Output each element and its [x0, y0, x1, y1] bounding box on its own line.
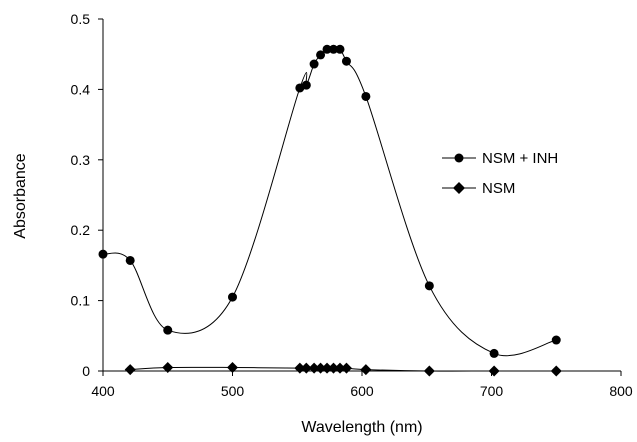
series-nsm-inh	[98, 44, 561, 358]
data-point-nsm-inh	[424, 281, 434, 291]
data-point-nsm	[308, 362, 320, 374]
y-tick-label: 0.3	[71, 152, 91, 168]
data-point-nsm	[300, 362, 312, 374]
y-tick-label: 0	[82, 363, 90, 379]
data-point-nsm	[423, 365, 435, 377]
data-point-nsm	[321, 362, 333, 374]
data-point-nsm	[360, 364, 372, 376]
data-point-nsm	[227, 361, 238, 373]
data-point-nsm	[334, 362, 346, 374]
x-tick-label: 400	[91, 383, 115, 399]
legend-label-nsm-inh: NSM + INH	[482, 150, 558, 167]
data-point-nsm	[340, 362, 352, 374]
data-point-nsm	[550, 365, 562, 377]
x-tick-label: 600	[350, 383, 374, 399]
data-point-nsm	[294, 362, 306, 374]
axes	[102, 19, 621, 372]
data-point-nsm-inh	[551, 335, 561, 345]
data-point-nsm-inh	[98, 249, 108, 259]
data-point-nsm	[162, 361, 174, 373]
data-point-nsm	[315, 362, 327, 374]
y-tick-label: 0.2	[71, 222, 91, 238]
data-point-nsm-inh	[301, 80, 311, 90]
x-axis-title: Wavelength (nm)	[301, 419, 422, 436]
series-line-nsm-inh	[102, 47, 557, 357]
y-axis-ticks: 0 0.1 0.2 0.3 0.4 0.5	[71, 11, 103, 379]
data-point-nsm-inh	[335, 44, 345, 54]
x-tick-label: 500	[221, 383, 245, 399]
data-point-nsm	[488, 365, 500, 377]
data-point-nsm-inh	[361, 91, 371, 101]
series-layer	[98, 44, 562, 377]
data-point-nsm-inh	[322, 44, 332, 54]
data-point-nsm	[328, 362, 340, 374]
data-point-nsm-inh	[329, 44, 339, 54]
y-tick-label: 0.5	[71, 11, 91, 27]
data-point-nsm	[124, 364, 136, 376]
data-point-nsm-inh	[341, 56, 351, 66]
x-tick-label: 700	[480, 383, 504, 399]
legend-item-nsm-inh: NSM + INH	[442, 150, 558, 167]
legend-marker-nsm-inh	[454, 153, 464, 163]
legend-item-nsm: NSM	[442, 180, 515, 197]
y-tick-label: 0.1	[71, 293, 91, 309]
x-axis-ticks: 400 500 600 700 800	[91, 371, 633, 399]
legend-marker-nsm	[453, 182, 465, 194]
data-point-nsm-inh	[489, 348, 499, 358]
data-point-nsm-inh	[309, 59, 319, 69]
x-tick-label: 800	[609, 383, 633, 399]
data-point-nsm-inh	[125, 255, 135, 265]
data-point-nsm-inh	[228, 292, 237, 302]
data-point-nsm-inh	[163, 325, 173, 335]
legend-label-nsm: NSM	[482, 180, 515, 197]
legend: NSM + INH NSM	[442, 150, 558, 197]
data-point-nsm-inh	[316, 50, 326, 60]
y-axis-title: Absorbance	[12, 153, 29, 238]
series-nsm	[124, 361, 562, 377]
y-tick-label: 0.4	[71, 81, 91, 97]
